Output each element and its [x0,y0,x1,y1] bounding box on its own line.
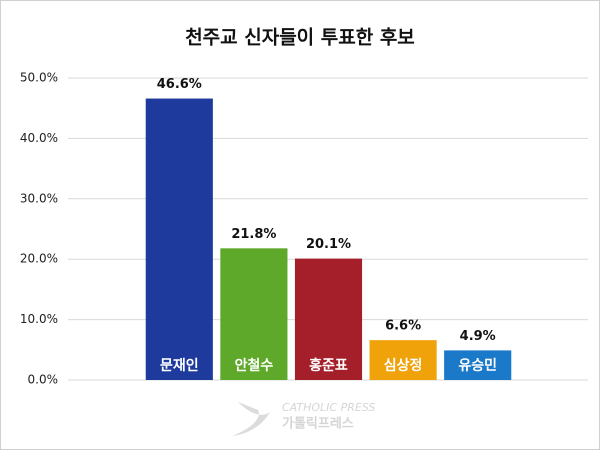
value-label: 21.8% [231,227,276,242]
bar [444,350,512,380]
x-tick-label: 심상정 [384,357,423,374]
bar [145,98,213,380]
watermark-logo [232,402,270,436]
watermark: CATHOLIC PRESS 가톨릭프레스 [232,401,375,436]
y-tick-label: 20.0% [20,252,58,266]
x-tick-label: 유승민 [458,357,497,374]
y-tick-label: 10.0% [20,312,58,326]
y-tick-label: 40.0% [20,131,58,145]
y-tick-label: 30.0% [20,191,58,205]
watermark-text: 가톨릭프레스 [282,416,354,432]
value-label: 20.1% [306,237,351,252]
value-label: 46.6% [157,77,202,92]
value-label: 4.9% [460,329,496,344]
bar [220,248,288,380]
y-tick-label: 0.0% [28,373,59,387]
value-label: 6.6% [385,319,421,334]
chart-title: 천주교 신자들이 투표한 후보 [185,27,415,49]
x-tick-label: 안철수 [235,357,274,374]
bar [294,258,363,380]
watermark-text: CATHOLIC PRESS [282,401,375,414]
x-tick-label: 문재인 [160,357,199,374]
bar [369,340,437,380]
x-tick-label: 홍준표 [309,357,348,374]
y-tick-label: 50.0% [20,71,58,85]
